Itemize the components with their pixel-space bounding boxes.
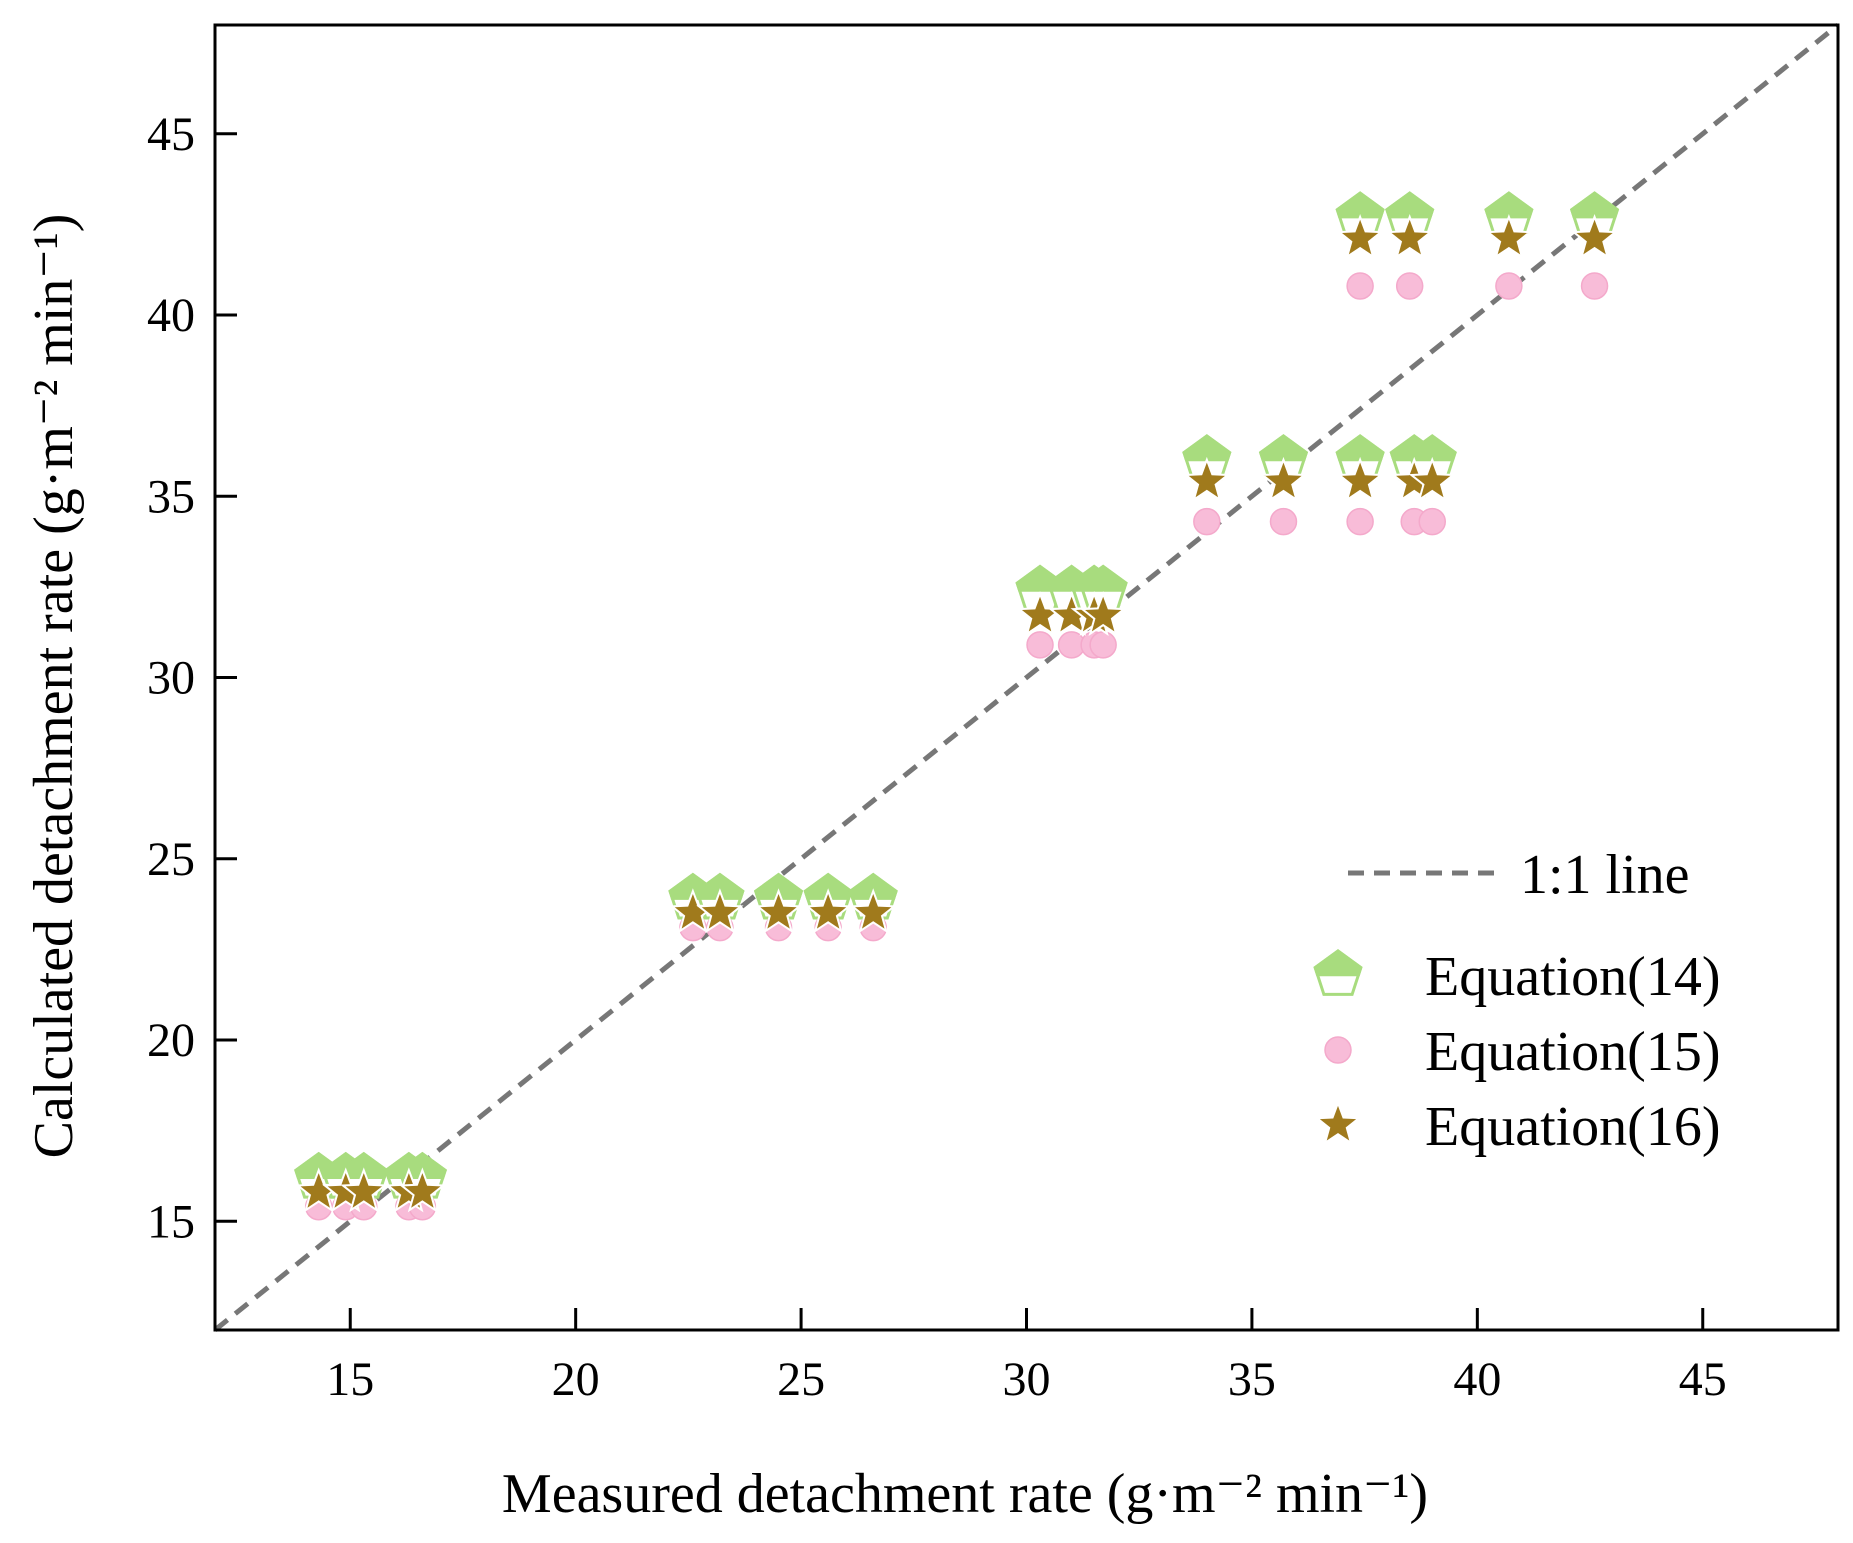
x-tick-label: 35 [1228, 1353, 1276, 1406]
pentagon-fill [1182, 434, 1232, 462]
pentagon-fill [848, 872, 898, 900]
point-equation-16 [696, 888, 744, 934]
axis-ticks: 15 20 25 30 35 40 45 15 20 25 30 35 40 45 [147, 108, 1727, 1406]
legend: 1:1 line Equation(14) Equation(15) Equat… [1313, 844, 1720, 1158]
pentagon-fill [397, 1151, 447, 1179]
x-axis-title: Measured detachment rate (g·m⁻² min⁻¹) [502, 1463, 1428, 1525]
pentagon-fill [1078, 564, 1128, 592]
point-equation-15 [1580, 272, 1609, 300]
x-tick-label: 30 [1003, 1353, 1051, 1406]
x-tick-label: 15 [326, 1353, 374, 1406]
pentagon-fill [339, 1151, 389, 1179]
legend-label-equation-16: Equation(16) [1425, 1096, 1720, 1158]
point-equation-15 [1346, 272, 1374, 300]
point-equation-16 [754, 888, 803, 934]
y-axis-title: Calculated detachment rate (g·m⁻² min⁻¹) [23, 214, 85, 1159]
y-tick-label: 45 [147, 108, 195, 161]
x-tick-label: 40 [1453, 1353, 1501, 1406]
point-equation-16 [849, 888, 897, 934]
point-equation-16 [804, 888, 852, 934]
point-equation-16 [1183, 456, 1231, 502]
legend-label-reference-line: 1:1 line [1520, 844, 1690, 906]
legend-swatch-equation-15 [1324, 1036, 1352, 1064]
point-equation-16 [1408, 456, 1456, 502]
point-equation-16 [1336, 456, 1384, 502]
y-tick-label: 20 [147, 1014, 195, 1067]
legend-marker [1313, 949, 1363, 996]
point-equation-16 [1386, 214, 1434, 259]
pentagon-fill [1313, 949, 1363, 977]
pentagon-fill [1258, 434, 1309, 462]
point-equation-16 [1485, 214, 1533, 259]
point-equation-16 [1336, 214, 1384, 259]
point-equation-15 [1193, 507, 1221, 536]
legend-swatch-equation-14 [1313, 949, 1363, 996]
pentagon-fill [695, 872, 745, 900]
point-equation-15 [1418, 507, 1446, 536]
y-tick-label: 35 [147, 470, 195, 523]
point-equation-16 [1259, 456, 1308, 502]
data-points [294, 191, 1620, 1221]
point-equation-15 [1026, 631, 1054, 659]
y-tick-label: 30 [147, 652, 195, 705]
legend-marker [1324, 1036, 1352, 1064]
point-equation-15 [1395, 272, 1424, 300]
point-equation-15 [1495, 272, 1523, 300]
point-equation-15 [1089, 631, 1117, 659]
point-equation-15 [1346, 507, 1374, 536]
pentagon-fill [1335, 191, 1385, 219]
x-tick-label: 25 [777, 1353, 825, 1406]
point-equation-16 [398, 1167, 447, 1213]
pentagon-fill [1385, 191, 1435, 219]
reference-line-1-1 [213, 23, 1840, 1332]
x-tick-label: 45 [1679, 1353, 1727, 1406]
pentagon-fill [1484, 191, 1534, 219]
pentagon-fill [1335, 434, 1385, 462]
legend-label-equation-14: Equation(14) [1425, 946, 1720, 1008]
pentagon-fill [1407, 434, 1457, 462]
pentagon-fill [1569, 191, 1620, 219]
x-tick-label: 20 [552, 1353, 600, 1406]
pentagon-fill [803, 872, 853, 900]
legend-swatch-equation-16 [1314, 1100, 1362, 1146]
y-tick-label: 25 [147, 833, 195, 886]
y-tick-label: 15 [147, 1195, 195, 1248]
y-tick-label: 40 [147, 289, 195, 342]
pentagon-fill [753, 872, 804, 900]
legend-label-equation-15: Equation(15) [1425, 1021, 1720, 1083]
legend-marker [1314, 1100, 1362, 1146]
point-equation-15 [1269, 507, 1298, 536]
point-equation-16 [340, 1167, 388, 1213]
point-equation-16 [1570, 214, 1619, 259]
point-equation-16 [1079, 591, 1127, 636]
